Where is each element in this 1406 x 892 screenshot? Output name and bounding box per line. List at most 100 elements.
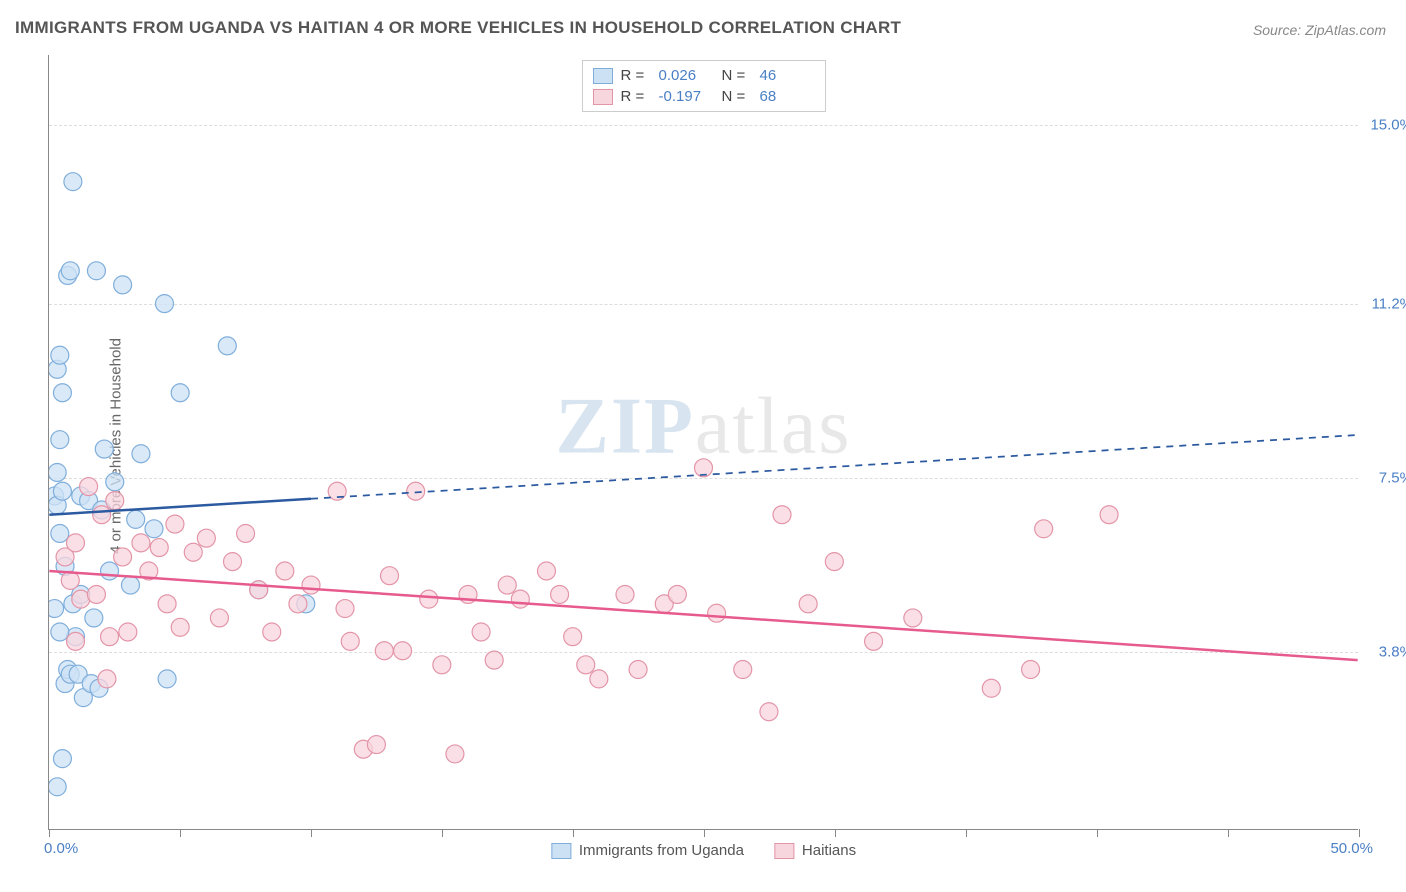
data-point bbox=[904, 609, 922, 627]
data-point bbox=[53, 750, 71, 768]
data-point bbox=[121, 576, 139, 594]
y-tick-label: 3.8% bbox=[1379, 643, 1406, 660]
x-tick bbox=[835, 829, 836, 837]
x-tick bbox=[442, 829, 443, 837]
r-value-uganda: 0.026 bbox=[659, 67, 714, 84]
data-point bbox=[799, 595, 817, 613]
data-point bbox=[184, 543, 202, 561]
data-point bbox=[367, 736, 385, 754]
data-point bbox=[394, 642, 412, 660]
data-point bbox=[150, 539, 168, 557]
scatter-plot-svg bbox=[49, 55, 1358, 829]
legend-swatch-haitians bbox=[593, 89, 613, 105]
legend-statistics: R = 0.026 N = 46 R = -0.197 N = 68 bbox=[582, 60, 826, 112]
data-point bbox=[629, 661, 647, 679]
x-tick bbox=[49, 829, 50, 837]
data-point bbox=[433, 656, 451, 674]
data-point bbox=[61, 262, 79, 280]
data-point bbox=[132, 445, 150, 463]
data-point bbox=[51, 524, 69, 542]
x-tick bbox=[1228, 829, 1229, 837]
data-point bbox=[53, 482, 71, 500]
data-point bbox=[87, 585, 105, 603]
data-point bbox=[49, 464, 66, 482]
data-point bbox=[51, 431, 69, 449]
data-point bbox=[407, 482, 425, 500]
n-label: N = bbox=[722, 88, 752, 105]
data-point bbox=[289, 595, 307, 613]
data-point bbox=[145, 520, 163, 538]
legend-label-uganda: Immigrants from Uganda bbox=[579, 842, 744, 859]
x-tick bbox=[966, 829, 967, 837]
data-point bbox=[155, 295, 173, 313]
data-point bbox=[668, 585, 686, 603]
data-point bbox=[171, 618, 189, 636]
data-point bbox=[1022, 661, 1040, 679]
x-tick bbox=[180, 829, 181, 837]
data-point bbox=[498, 576, 516, 594]
data-point bbox=[127, 510, 145, 528]
legend-series: Immigrants from Uganda Haitians bbox=[551, 842, 856, 859]
x-tick bbox=[1359, 829, 1360, 837]
data-point bbox=[114, 276, 132, 294]
x-tick bbox=[1097, 829, 1098, 837]
data-point bbox=[276, 562, 294, 580]
trend-line-dashed bbox=[311, 435, 1358, 499]
r-value-haitians: -0.197 bbox=[659, 88, 714, 105]
data-point bbox=[375, 642, 393, 660]
data-point bbox=[773, 506, 791, 524]
data-point bbox=[224, 553, 242, 571]
data-point bbox=[166, 515, 184, 533]
data-point bbox=[263, 623, 281, 641]
data-point bbox=[51, 623, 69, 641]
data-point bbox=[341, 632, 359, 650]
data-point bbox=[67, 534, 85, 552]
data-point bbox=[708, 604, 726, 622]
data-point bbox=[101, 562, 119, 580]
chart-title: IMMIGRANTS FROM UGANDA VS HAITIAN 4 OR M… bbox=[15, 18, 901, 38]
data-point bbox=[381, 567, 399, 585]
data-point bbox=[302, 576, 320, 594]
x-min-label: 0.0% bbox=[44, 840, 78, 857]
x-tick bbox=[704, 829, 705, 837]
data-point bbox=[171, 384, 189, 402]
data-point bbox=[64, 173, 82, 191]
data-point bbox=[760, 703, 778, 721]
legend-swatch-uganda bbox=[593, 68, 613, 84]
n-label: N = bbox=[722, 67, 752, 84]
data-point bbox=[93, 506, 111, 524]
legend-stat-row-haitians: R = -0.197 N = 68 bbox=[593, 86, 815, 107]
data-point bbox=[982, 679, 1000, 697]
data-point bbox=[734, 661, 752, 679]
data-point bbox=[87, 262, 105, 280]
data-point bbox=[106, 492, 124, 510]
data-point bbox=[80, 478, 98, 496]
data-point bbox=[114, 548, 132, 566]
data-point bbox=[132, 534, 150, 552]
data-point bbox=[210, 609, 228, 627]
n-value-haitians: 68 bbox=[760, 88, 815, 105]
data-point bbox=[106, 473, 124, 491]
y-tick-label: 11.2% bbox=[1372, 295, 1406, 312]
data-point bbox=[49, 600, 64, 618]
data-point bbox=[538, 562, 556, 580]
x-max-label: 50.0% bbox=[1330, 840, 1373, 857]
data-point bbox=[119, 623, 137, 641]
data-point bbox=[218, 337, 236, 355]
data-point bbox=[67, 632, 85, 650]
data-point bbox=[577, 656, 595, 674]
data-point bbox=[1035, 520, 1053, 538]
r-label: R = bbox=[621, 88, 651, 105]
data-point bbox=[564, 628, 582, 646]
plot-area: ZIPatlas R = 0.026 N = 46 R = -0.197 N =… bbox=[48, 55, 1358, 830]
data-point bbox=[551, 585, 569, 603]
r-label: R = bbox=[621, 67, 651, 84]
data-point bbox=[250, 581, 268, 599]
data-point bbox=[446, 745, 464, 763]
data-point bbox=[590, 670, 608, 688]
data-point bbox=[53, 384, 71, 402]
n-value-uganda: 46 bbox=[760, 67, 815, 84]
legend-label-haitians: Haitians bbox=[802, 842, 856, 859]
data-point bbox=[237, 524, 255, 542]
x-tick bbox=[573, 829, 574, 837]
